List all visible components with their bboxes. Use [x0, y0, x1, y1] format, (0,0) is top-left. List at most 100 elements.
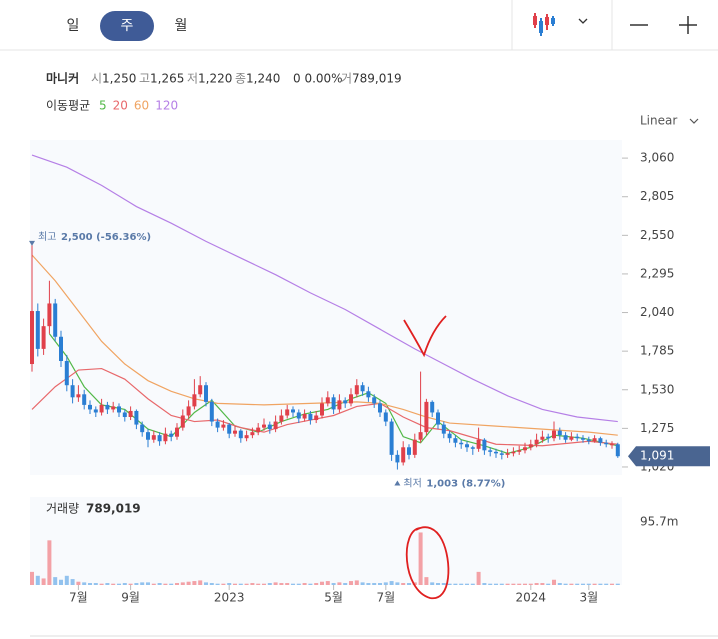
volume-bar [296, 583, 301, 585]
candle-body [517, 450, 522, 452]
volume-bar [383, 582, 388, 585]
candle-body [372, 397, 377, 404]
quote-label: 종 [235, 72, 246, 86]
volume-bar [82, 582, 87, 585]
candle-body [569, 436, 574, 440]
volume-bar [505, 583, 510, 585]
volume-bar [273, 582, 278, 585]
candle-body [215, 421, 220, 428]
volume-bar [488, 583, 493, 585]
ma-line [31, 367, 618, 447]
scale-chevron[interactable] [689, 118, 699, 124]
candle-body [430, 401, 435, 413]
candle-body [314, 415, 319, 421]
candle-body [256, 427, 261, 433]
volume-short-label: 거 [341, 72, 352, 86]
candle-body [499, 453, 504, 455]
volume-bar [30, 571, 34, 585]
volume-bar [441, 583, 446, 585]
volume-bar [465, 583, 469, 585]
candle-body [581, 438, 585, 440]
volume-bar [581, 583, 585, 585]
candle-body [360, 385, 365, 392]
volume-bar [53, 577, 58, 585]
candle-body [35, 311, 40, 349]
volume-bar [64, 575, 69, 585]
candle-body [505, 453, 510, 455]
volume-bar [366, 583, 371, 585]
candle-body [227, 424, 232, 434]
candle-body [198, 385, 203, 395]
candle-body [111, 406, 116, 410]
quote-value: 1,265 [150, 72, 184, 86]
volume-bar [169, 583, 174, 585]
candle-body [540, 436, 545, 440]
scale-mode[interactable]: Linear [640, 114, 677, 128]
volume-short-value: 789,019 [352, 72, 402, 86]
candle-body [192, 394, 197, 407]
volume-bar [499, 583, 504, 585]
volume-bar [557, 583, 562, 585]
quote-label: 고 [139, 72, 150, 86]
volume-bar [227, 583, 232, 585]
candle-body [418, 432, 423, 440]
x-tick-label: 7월 [69, 591, 88, 605]
volume-bar [35, 575, 40, 585]
ma-legend: 60 [134, 99, 149, 113]
candle-body [528, 444, 533, 448]
y-tick-label: 1,530 [640, 382, 674, 396]
candle-body [534, 439, 539, 445]
volume-bar [511, 583, 516, 585]
volume-bar [430, 582, 435, 585]
tab-month[interactable]: 월 [175, 18, 188, 34]
zoom-in[interactable] [679, 16, 697, 34]
x-tick-label: 2024 [516, 591, 547, 605]
candle-body [134, 410, 139, 425]
candle-body [117, 406, 121, 413]
dropdown-chevron[interactable] [578, 18, 588, 24]
volume-bar [534, 583, 539, 585]
candle-body [238, 430, 243, 439]
candle-body [244, 435, 249, 439]
volume-bar [256, 583, 261, 585]
quote-value: 1,250 [102, 72, 136, 86]
active-tab-bg [100, 11, 154, 41]
candle-body [279, 415, 284, 422]
x-tick-label: 5월 [324, 591, 343, 605]
volume-bar [337, 582, 342, 585]
volume-bar [134, 583, 139, 585]
candle-body [180, 415, 185, 428]
candle-body [465, 444, 469, 448]
volume-bar [192, 581, 197, 585]
candle-body [598, 438, 603, 443]
volume-bar [569, 583, 574, 585]
candle-body [354, 385, 359, 395]
candle-body [163, 433, 168, 442]
candle-body [383, 412, 388, 422]
volume-bar [424, 577, 429, 585]
candle-body [233, 430, 237, 434]
tab-day[interactable]: 일 [67, 18, 80, 34]
y-tick-label: 1,785 [640, 344, 674, 358]
chart-type-icon[interactable] [533, 13, 555, 36]
candle-body [30, 311, 34, 365]
volume-bar [610, 583, 614, 585]
volume-bar [523, 583, 527, 585]
volume-bar [244, 583, 249, 585]
tab-week[interactable]: 주 [121, 18, 134, 34]
volume-bar [395, 582, 400, 585]
volume-bar [320, 581, 324, 585]
candle-body [140, 424, 145, 433]
candle-body [523, 447, 527, 451]
volume-bar [453, 583, 458, 585]
volume-bar [175, 583, 179, 585]
volume-bar [343, 583, 348, 585]
volume-bar [70, 579, 75, 585]
hand-circle [405, 526, 450, 599]
candle-body [221, 424, 226, 428]
volume-bar [151, 583, 156, 585]
candle-body [563, 435, 568, 440]
volume-bar [470, 583, 475, 585]
candle-body [186, 406, 191, 416]
